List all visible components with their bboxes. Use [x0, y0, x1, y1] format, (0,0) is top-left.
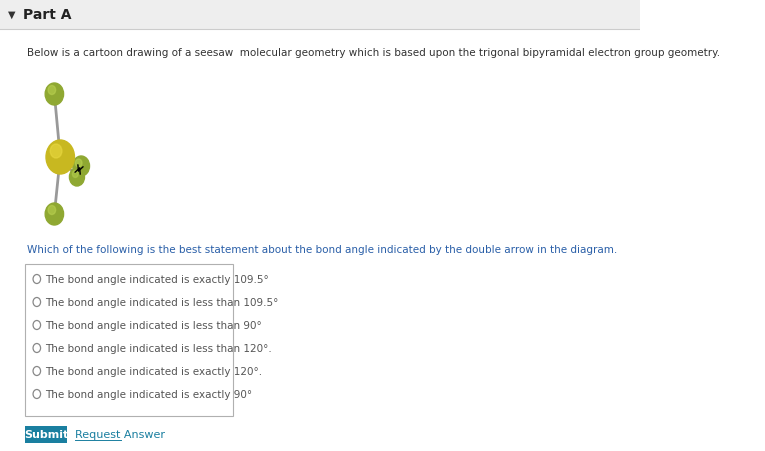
Circle shape	[46, 141, 74, 175]
Text: Which of the following is the best statement about the bond angle indicated by t: Which of the following is the best state…	[27, 244, 617, 254]
Text: Submit: Submit	[24, 429, 68, 440]
Text: Request Answer: Request Answer	[75, 429, 165, 440]
Circle shape	[70, 169, 84, 187]
FancyBboxPatch shape	[25, 426, 67, 443]
Text: The bond angle indicated is exactly 120°.: The bond angle indicated is exactly 120°…	[45, 366, 262, 376]
Circle shape	[48, 86, 56, 95]
Circle shape	[73, 156, 90, 177]
Text: Below is a cartoon drawing of a seesaw  molecular geometry which is based upon t: Below is a cartoon drawing of a seesaw m…	[27, 48, 720, 58]
Text: Part A: Part A	[24, 8, 72, 22]
Circle shape	[50, 145, 62, 159]
Circle shape	[73, 171, 78, 178]
Text: The bond angle indicated is exactly 90°: The bond angle indicated is exactly 90°	[45, 389, 252, 399]
FancyBboxPatch shape	[25, 264, 233, 416]
Text: The bond angle indicated is less than 109.5°: The bond angle indicated is less than 10…	[45, 297, 278, 307]
Text: The bond angle indicated is less than 90°: The bond angle indicated is less than 90…	[45, 320, 262, 330]
FancyBboxPatch shape	[0, 0, 640, 30]
Circle shape	[45, 203, 63, 226]
Text: The bond angle indicated is exactly 109.5°: The bond angle indicated is exactly 109.…	[45, 274, 269, 285]
Circle shape	[45, 84, 63, 106]
Text: The bond angle indicated is less than 120°.: The bond angle indicated is less than 12…	[45, 343, 272, 353]
Circle shape	[48, 206, 56, 215]
Circle shape	[75, 160, 82, 168]
Text: ▼: ▼	[8, 10, 16, 20]
